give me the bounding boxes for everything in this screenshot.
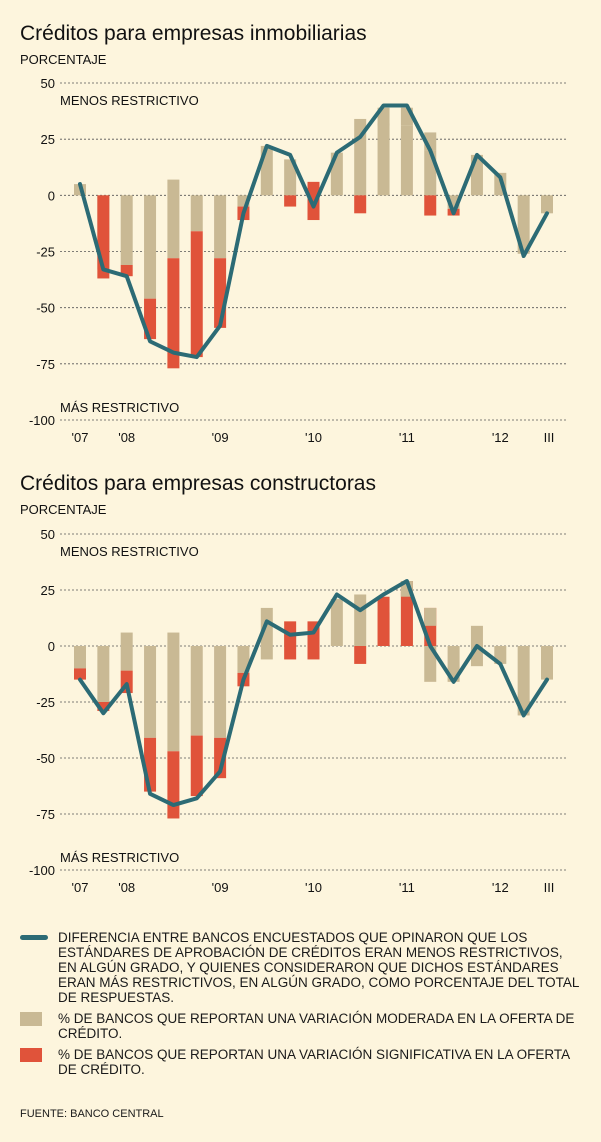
moderate-bar [400,125,413,196]
significant-bar [307,181,320,221]
significant-bar [74,668,86,680]
significant-bar [354,195,367,214]
x-tick-label: '09 [212,880,229,895]
legend-item-significant: % DE BANCOS QUE REPORTAN UNA VARIACIÓN S… [20,1047,580,1077]
significant-bar [214,737,227,779]
x-tick-label: '12 [492,430,509,445]
chart-title: Créditos para empresas constructoras [20,472,376,495]
x-tick-label: '11 [399,430,415,445]
moderate-bar [541,195,553,214]
moderate-bar [237,195,250,207]
y-tick-label: 50 [41,76,55,91]
y-tick-label: 50 [41,527,55,542]
x-tick-label: '07 [72,880,89,895]
significant-bar [354,646,367,664]
significant-bar [190,231,203,358]
chart-title: Créditos para empresas inmobiliarias [20,22,367,45]
legend-text: % DE BANCOS QUE REPORTAN UNA VARIACIÓN M… [58,1011,575,1041]
difference-line [78,579,549,808]
more-restrictive-note: MÁS RESTRICTIVO [60,400,179,415]
y-axis-unit: PORCENTAJE [20,52,107,67]
significant-bar [424,195,437,216]
less-restrictive-note: MENOS RESTRICTIVO [60,93,199,108]
moderate-bar [167,179,180,259]
x-tick-label: '11 [399,880,415,895]
x-tick-label: '08 [118,880,135,895]
moderate-bar [190,646,203,736]
x-tick-label: '07 [72,430,89,445]
moderate-bar [190,195,203,232]
x-tick-label: '09 [212,430,229,445]
moderate-bar [330,598,343,646]
line-swatch-icon [20,935,48,940]
significant-bar [190,735,203,797]
significant-bar [284,621,297,660]
y-tick-label: 25 [41,132,55,147]
x-tick-label: III [544,430,555,445]
legend-text: % DE BANCOS QUE REPORTAN UNA VARIACIÓN S… [58,1047,570,1077]
moderate-bar [447,646,460,682]
legend-item-line: DIFERENCIA ENTRE BANCOS ENCUESTADOS QUE … [20,930,580,1005]
moderate-bar [97,646,110,702]
moderate-bar [74,646,86,669]
y-tick-label: -25 [36,245,55,260]
x-tick-label: '10 [305,880,322,895]
moderate-bar [120,632,133,671]
x-tick-label: '08 [118,430,135,445]
significant-bar [120,264,133,277]
x-tick-label: '10 [305,430,322,445]
y-tick-label: 0 [48,639,55,654]
significant-bar [284,195,297,207]
x-tick-label: III [544,880,555,895]
moderate-swatch-icon [20,1011,42,1026]
y-tick-label: -75 [36,807,55,822]
moderate-bar [354,594,367,646]
source-note: FUENTE: BANCO CENTRAL [20,1108,164,1120]
y-axis-unit: PORCENTAJE [20,502,107,517]
moderate-bar [517,646,530,716]
significant-bar [97,702,110,711]
legend-text: DIFERENCIA ENTRE BANCOS ENCUESTADOS QUE … [58,930,579,1005]
y-tick-label: -75 [36,357,55,372]
moderate-bar [541,646,553,680]
y-tick-label: -50 [36,751,55,766]
significant-bar [400,581,413,646]
moderate-bar [144,195,157,299]
significant-bar [167,258,180,369]
charts-canvas: Créditos para empresas inmobiliarias PORC… [20,22,566,895]
y-tick-label: -50 [36,301,55,316]
moderate-bar [424,607,437,626]
more-restrictive-note: MÁS RESTRICTIVO [60,850,179,865]
significant-bar [377,596,390,646]
y-tick-label: 0 [48,188,55,203]
moderate-bar [214,646,227,738]
significant-swatch-icon [20,1047,42,1062]
y-tick-label: -25 [36,695,55,710]
moderate-bar [167,632,180,752]
moderate-bar [377,123,390,196]
y-tick-label: -100 [29,413,55,428]
difference-line [78,103,549,360]
moderate-bar [144,646,157,738]
legend: DIFERENCIA ENTRE BANCOS ENCUESTADOS QUE … [20,930,580,1083]
x-tick-label: '12 [492,880,509,895]
moderate-bar [284,159,297,196]
moderate-bar [237,646,250,673]
legend-item-moderate: % DE BANCOS QUE REPORTAN UNA VARIACIÓN M… [20,1011,580,1041]
moderate-bar [120,195,133,265]
moderate-bar [214,195,227,259]
moderate-bar [424,646,437,682]
less-restrictive-note: MENOS RESTRICTIVO [60,544,199,559]
y-tick-label: -100 [29,863,55,878]
significant-bar [167,751,180,819]
y-tick-label: 25 [41,583,55,598]
